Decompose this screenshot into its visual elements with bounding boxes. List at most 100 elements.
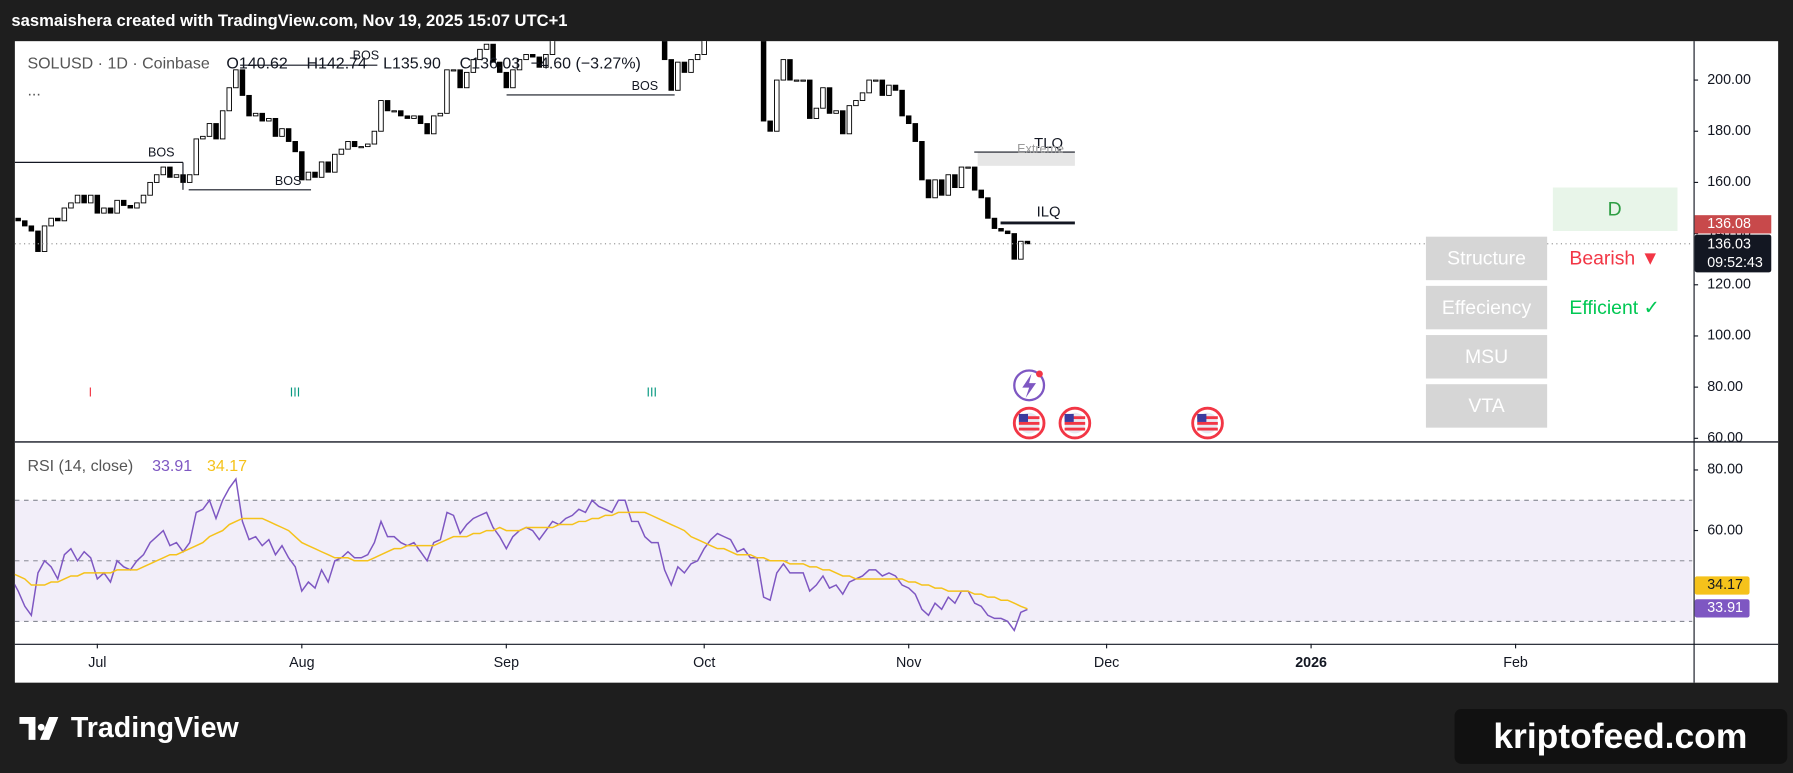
candle [859,92,866,101]
rsi-last-bg [1694,599,1750,618]
y-tick-label: 60.00 [1707,522,1743,538]
candle [173,174,180,178]
axes: 60.0080.00100.00120.00140.00160.00180.00… [88,72,1772,671]
candle [774,79,780,132]
candle [398,110,404,117]
candle [1011,233,1017,260]
candle [424,123,430,135]
candle [470,59,477,73]
candle [457,69,463,89]
candle [483,43,490,50]
candle [694,54,701,61]
x-tick-label: Sep [494,655,519,671]
flag-icon[interactable] [1012,406,1046,440]
bos-label: BOS [275,174,302,188]
bos-label: BOS [632,79,659,93]
candle [239,69,246,96]
flag-icon[interactable] [1058,406,1092,440]
candle [74,194,81,204]
candle [510,69,516,89]
rsi-title: RSI (14, close) [27,458,133,475]
candle [945,174,952,196]
candle [219,110,226,140]
candle [358,146,364,149]
rsi-line [14,511,1028,610]
candle [807,79,813,119]
more[interactable]: ... [27,83,40,100]
candle [365,143,371,148]
candle [767,120,773,132]
candle [905,115,912,125]
candle [55,217,61,222]
candle [120,199,127,206]
price-pane [14,41,1693,260]
rsi-value: 33.91 [152,458,192,475]
candle [787,59,793,81]
candle [688,59,694,73]
x-tick-label: 2026 [1295,655,1327,671]
candle [477,48,483,61]
candle [820,87,826,109]
candle [661,41,668,61]
candle [35,230,41,252]
x-tick-label: Feb [1503,655,1528,671]
candle [114,199,120,214]
y-tick-label: 80.00 [1707,379,1743,395]
candle [384,100,391,112]
candle [833,110,839,114]
candle [107,207,114,214]
candle [675,61,681,91]
y-tick-label: 60.00 [1707,430,1743,446]
bid-label: 136.08 [1707,216,1751,232]
candle [813,107,820,119]
candle [404,115,411,119]
candle [536,56,543,68]
candle [938,179,945,196]
ohlc: O140.62 [226,55,287,72]
candle [68,202,74,209]
candle [15,217,21,222]
panel-label: Effeciency [1442,297,1532,319]
candle [213,123,219,140]
candle [444,69,450,114]
countdown: 09:52:43 [1707,255,1763,271]
candle [978,189,985,199]
bos-label: BOS [353,48,380,62]
candle [892,84,899,91]
panel-cell [1425,384,1548,428]
candle [437,112,444,117]
candle [266,117,272,122]
candle [985,197,991,219]
candle [28,225,35,232]
candle [351,141,358,148]
candle [925,179,932,199]
candle [853,100,859,107]
candle [127,204,134,209]
candle [826,87,833,114]
candle [998,228,1004,232]
candle [523,54,529,61]
candle [952,174,958,188]
candle [991,217,998,229]
candle [140,194,147,204]
timeframe: D [1608,199,1622,221]
candle [371,130,378,145]
candle [61,207,68,222]
candle [312,171,318,178]
candle [417,115,424,125]
flag-icon[interactable] [1191,406,1224,440]
ohlc: C136.03 [460,55,521,72]
candle [292,141,298,153]
y-tick-label: 120.00 [1707,277,1751,293]
bid-label-bg [1694,215,1772,234]
ilq-label: ILQ [1037,205,1061,221]
panel-label: MSU [1465,346,1508,368]
candle [332,153,338,173]
candle [233,69,239,89]
x-tick-label: Jul [88,655,106,671]
candle [899,89,905,117]
panel-label: VTA [1468,395,1504,417]
candle [134,202,140,209]
candle [411,115,417,119]
